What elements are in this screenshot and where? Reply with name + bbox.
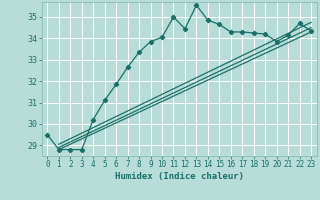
X-axis label: Humidex (Indice chaleur): Humidex (Indice chaleur) bbox=[115, 172, 244, 181]
